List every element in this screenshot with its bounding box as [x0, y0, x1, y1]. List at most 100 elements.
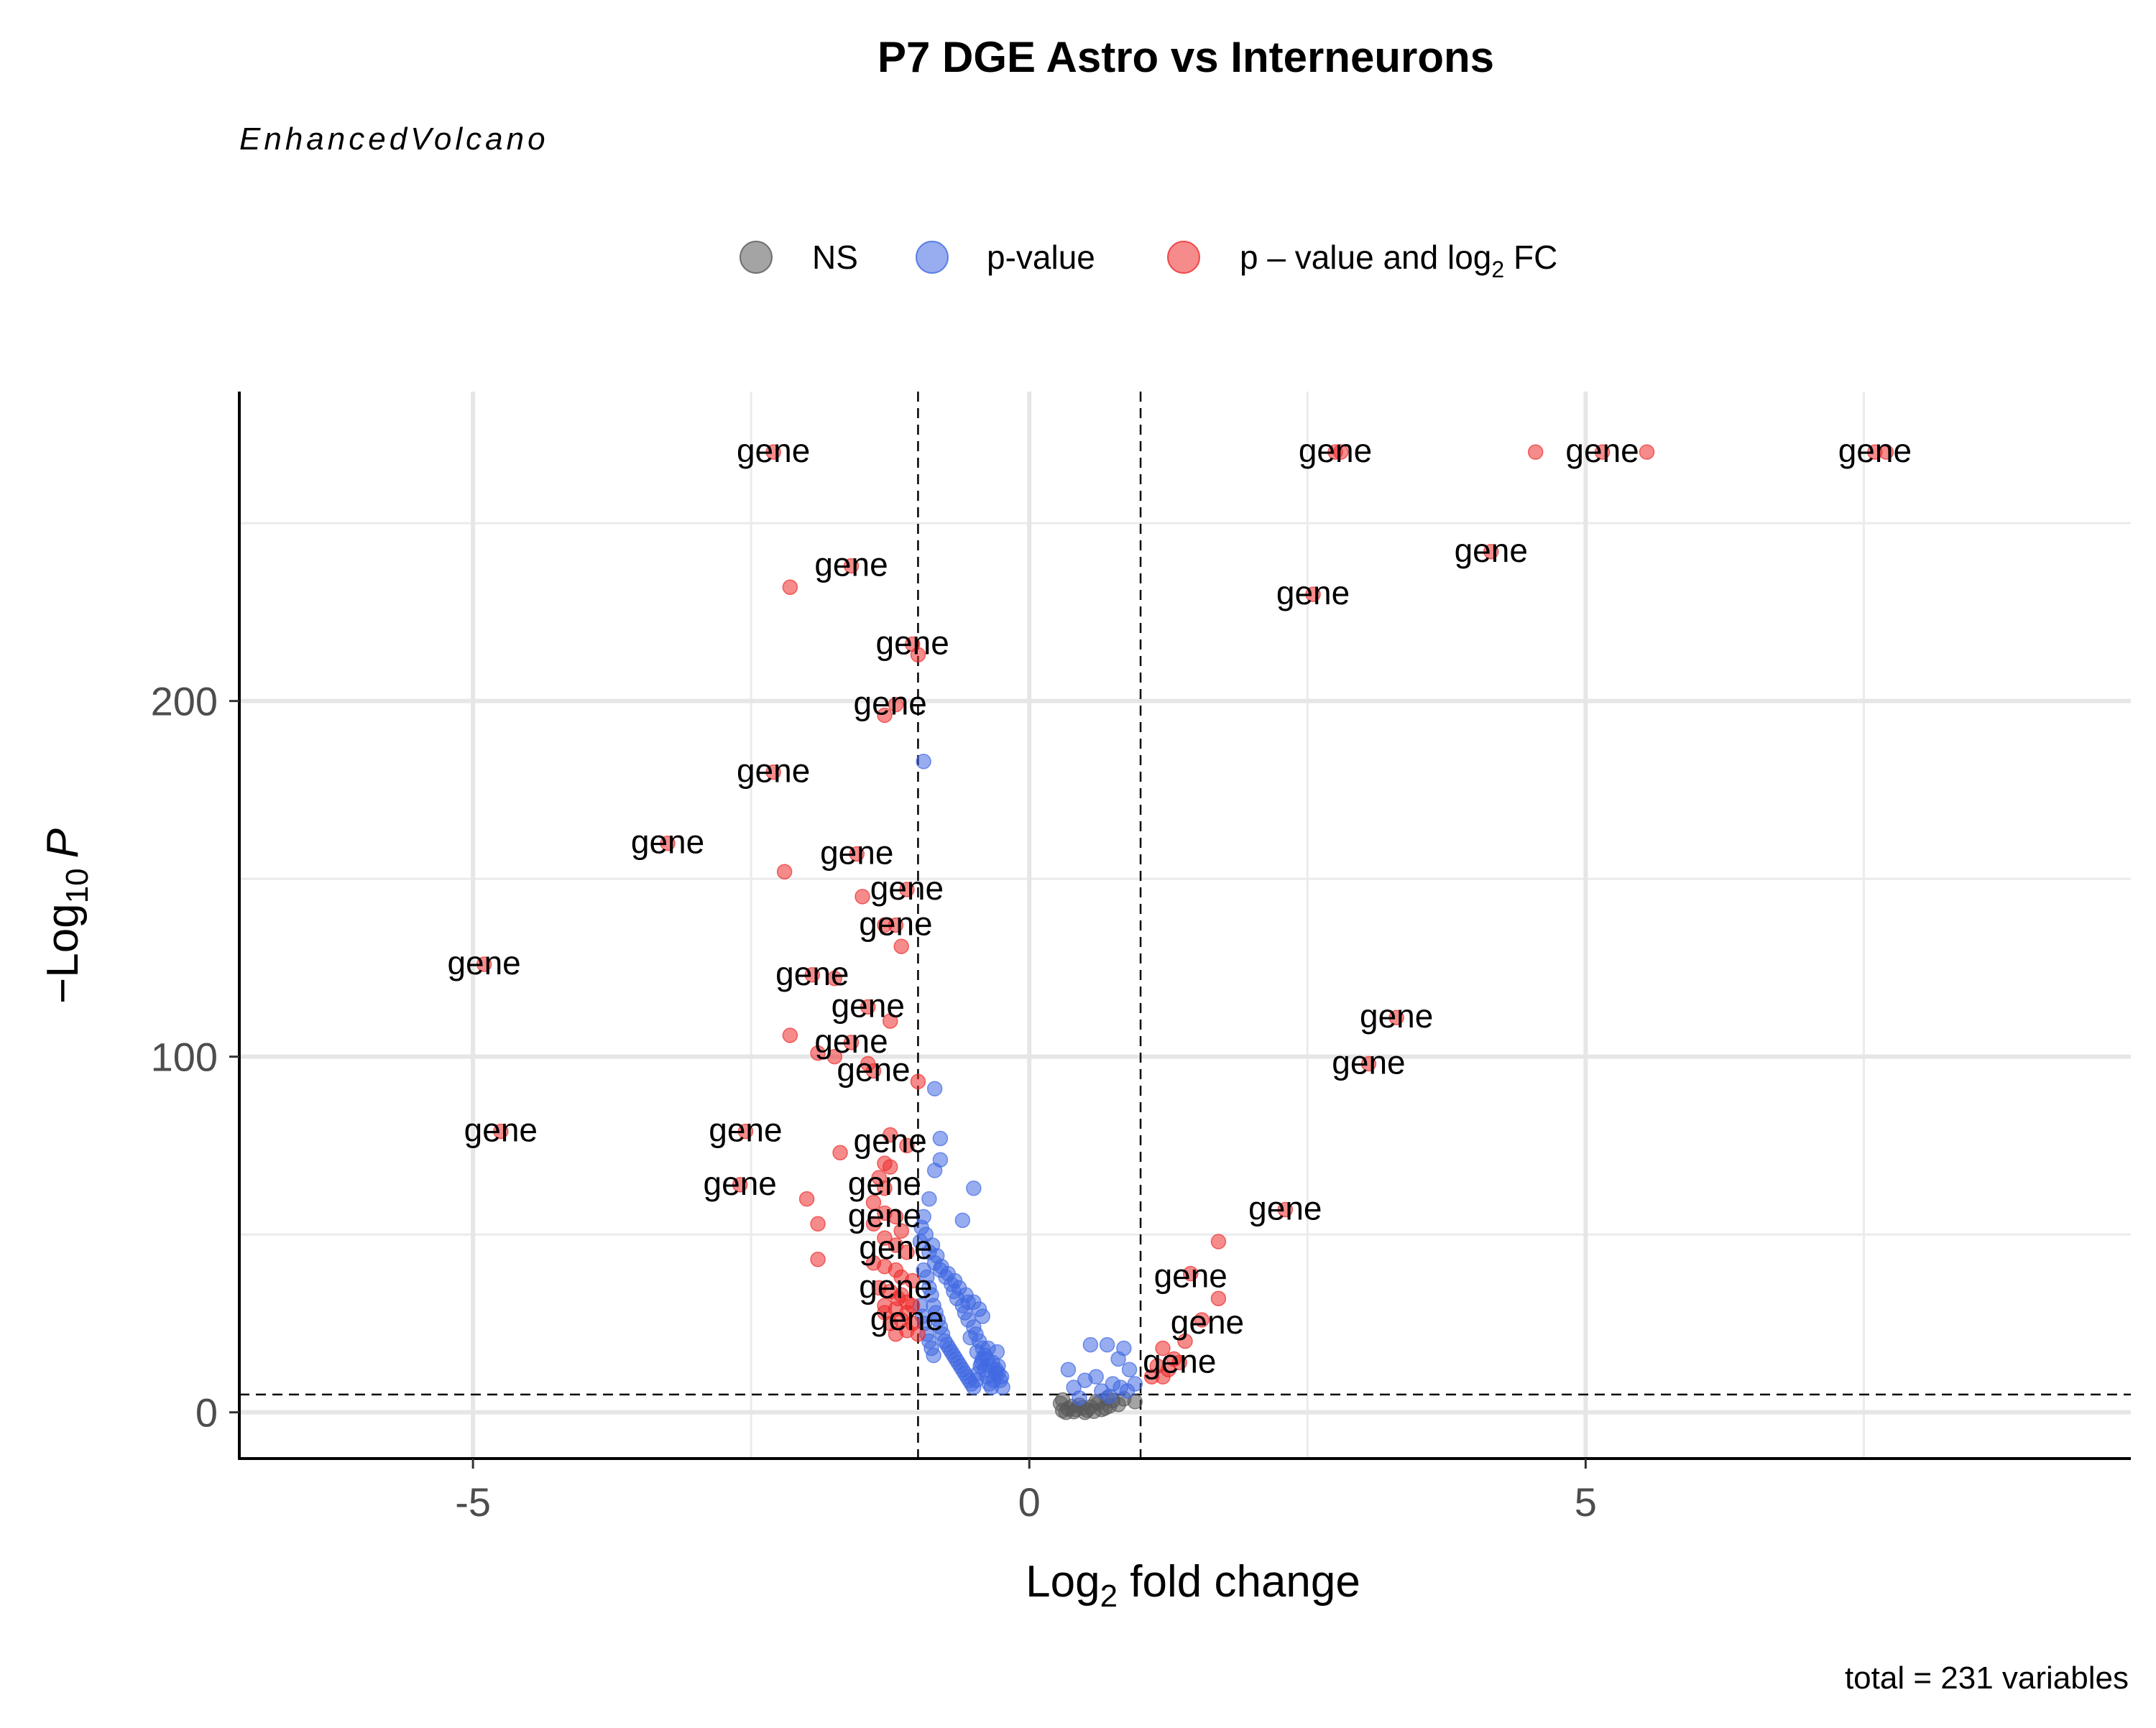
- gene-label: gene: [1838, 432, 1912, 469]
- x-axis-title-sub: 2: [1100, 1579, 1118, 1614]
- x-tick-label: -5: [455, 1479, 491, 1525]
- x-tick-label: 0: [1018, 1479, 1041, 1525]
- data-point: [1305, 586, 1321, 602]
- data-point: [804, 967, 821, 983]
- y-axis-title-sub: 10: [60, 868, 95, 903]
- data-point: [1099, 1336, 1115, 1353]
- gene-label: gene: [1248, 1190, 1322, 1227]
- data-point: [1072, 1390, 1087, 1406]
- data-point: [849, 846, 865, 862]
- data-point: [1060, 1362, 1077, 1377]
- legend-item-p: p-value: [916, 239, 1095, 276]
- data-point: [910, 647, 926, 663]
- gene-label: gene: [1299, 432, 1372, 469]
- data-point: [1594, 444, 1611, 460]
- data-point: [1277, 1201, 1294, 1218]
- data-point: [1121, 1362, 1138, 1377]
- data-point: [1360, 1055, 1377, 1072]
- data-point: [1194, 1312, 1210, 1328]
- data-point: [882, 1159, 898, 1175]
- legend-swatch: [740, 241, 773, 274]
- gene-label: gene: [831, 987, 905, 1024]
- legend-label-sub: 2: [1491, 257, 1504, 282]
- gene-label: gene: [464, 1112, 538, 1149]
- data-point: [910, 1073, 926, 1090]
- gene-label: gene: [837, 1050, 910, 1088]
- gene-label: gene: [1360, 997, 1433, 1035]
- y-axis-title-prefix: −Log: [38, 903, 88, 1004]
- grid: [239, 392, 2131, 1459]
- data-point: [910, 1326, 926, 1342]
- chart-subtitle: EnhancedVolcano: [239, 121, 549, 157]
- legend-label: p – value and log2 FC: [1240, 239, 1557, 282]
- gene-label: gene: [631, 823, 704, 861]
- legend: NS p-value p – value and log2 FC: [740, 239, 1557, 282]
- data-point: [921, 1191, 937, 1207]
- gene-label: gene: [704, 1165, 777, 1202]
- data-point: [1483, 544, 1499, 560]
- gene-label: gene: [1332, 1044, 1405, 1081]
- data-point: [1878, 444, 1894, 460]
- data-point: [1127, 1394, 1143, 1410]
- data-point: [899, 1244, 915, 1260]
- y-tick-label: 200: [151, 679, 218, 724]
- data-point: [1058, 1404, 1074, 1420]
- legend-item-pfc: p – value and log2 FC: [1167, 239, 1557, 282]
- data-point: [865, 1063, 882, 1079]
- data-point: [882, 1127, 898, 1143]
- data-point: [966, 1181, 982, 1196]
- data-point: [916, 754, 931, 770]
- gene-label: gene: [870, 869, 944, 907]
- x-axis-title: Log2 fold change: [1026, 1557, 1360, 1614]
- y-axis-title: −Log10 P: [38, 828, 95, 1004]
- data-point: [810, 1045, 826, 1061]
- data-point: [843, 1035, 860, 1050]
- legend-label: NS: [812, 239, 858, 276]
- data-point: [782, 1027, 798, 1043]
- data-point: [995, 1380, 1010, 1395]
- series-p-value: [912, 754, 1143, 1406]
- gene-label: gene: [859, 1229, 932, 1266]
- data-point: [782, 579, 798, 595]
- data-point: [893, 1223, 909, 1239]
- data-point: [737, 1123, 754, 1140]
- data-point: [865, 1216, 882, 1232]
- legend-label-main: NS: [812, 239, 858, 276]
- gene-label: gene: [854, 685, 927, 722]
- series-p-value-and-fc: [476, 444, 1894, 1385]
- data-point: [904, 1272, 921, 1289]
- gene-label: gene: [854, 1122, 927, 1159]
- x-axis-title-base: Log: [1026, 1557, 1100, 1607]
- data-point: [899, 882, 915, 897]
- data-point: [899, 1137, 915, 1154]
- gene-label: gene: [814, 546, 888, 583]
- legend-label-main: p – value and log: [1240, 239, 1491, 276]
- data-point: [926, 1163, 943, 1178]
- gene-label: gene: [876, 624, 949, 661]
- data-point: [877, 1230, 893, 1246]
- data-point: [798, 1191, 815, 1207]
- gene-label: gene: [775, 955, 849, 992]
- data-point: [1101, 1388, 1118, 1405]
- gene-label: gene: [814, 1022, 888, 1060]
- data-point: [826, 1048, 843, 1065]
- gene-label: gene: [737, 752, 810, 790]
- data-point: [888, 1209, 904, 1225]
- data-point: [893, 938, 909, 954]
- gene-label: gene: [820, 834, 893, 872]
- data-point: [882, 1013, 898, 1029]
- gene-label: gene: [1455, 532, 1528, 569]
- data-point: [843, 558, 860, 574]
- axes: [238, 392, 2131, 1460]
- data-point: [877, 1298, 893, 1313]
- data-point: [810, 1216, 826, 1232]
- gene-label: gene: [859, 905, 932, 943]
- chart-title: P7 DGE Astro vs Interneurons: [877, 33, 1494, 81]
- gene-label: gene: [870, 1300, 944, 1337]
- y-tick-label: 100: [151, 1035, 218, 1080]
- x-axis-title-rest: fold change: [1118, 1557, 1360, 1607]
- series-ns: [1052, 1390, 1143, 1420]
